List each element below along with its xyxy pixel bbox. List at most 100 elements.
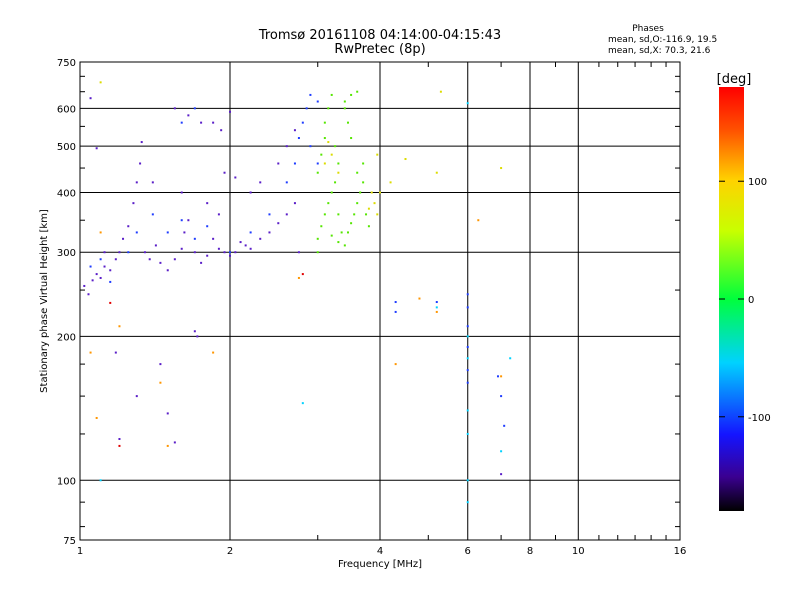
plot-frame — [79, 61, 681, 541]
scatter-point — [159, 381, 162, 384]
scatter-point — [293, 202, 296, 205]
scatter-point — [187, 114, 190, 117]
scatter-point — [132, 202, 135, 205]
scatter-point — [268, 231, 271, 234]
scatter-point — [337, 171, 340, 174]
scatter-point — [466, 102, 469, 105]
scatter-point — [151, 213, 154, 216]
scatter-point — [356, 202, 359, 205]
scatter-point — [346, 231, 349, 234]
scatter-point — [394, 363, 397, 366]
scatter-point — [212, 351, 215, 354]
scatter-point — [466, 432, 469, 435]
scatter-point — [122, 237, 125, 240]
scatter-point — [229, 251, 231, 254]
scatter-point — [148, 258, 151, 261]
y-tick-label: 600 — [57, 104, 76, 115]
scatter-point — [249, 231, 252, 234]
scatter-point — [285, 213, 288, 216]
scatter-point — [297, 137, 300, 140]
scatter-point — [259, 237, 262, 240]
scatter-point — [330, 93, 333, 96]
scatter-point — [327, 141, 330, 144]
scatter-point — [389, 181, 392, 184]
scatter-point — [293, 129, 296, 132]
scatter-point — [337, 241, 340, 244]
stats-title: Phases — [632, 24, 664, 34]
scatter-point — [180, 121, 183, 124]
scatter-point — [500, 395, 503, 398]
scatter-point — [500, 375, 503, 378]
x-tick-label: 10 — [572, 546, 585, 557]
scatter-point — [109, 269, 112, 272]
scatter-point — [305, 107, 308, 110]
scatter-point — [173, 258, 176, 261]
scatter-point — [327, 107, 330, 110]
scatter-point — [496, 375, 499, 378]
scatter-point — [249, 247, 252, 250]
scatter-point — [118, 437, 121, 440]
scatter-point — [166, 412, 169, 415]
scatter-point — [362, 162, 365, 165]
scatter-point — [500, 473, 503, 476]
scatter-point — [404, 158, 407, 161]
scatter-point — [323, 213, 326, 216]
y-tick-label: 100 — [57, 476, 76, 487]
scatter-point — [173, 107, 176, 110]
scatter-point — [301, 121, 304, 124]
scatter-point — [193, 107, 196, 110]
scatter-point — [103, 265, 106, 268]
scatter-point — [239, 241, 242, 244]
stats-o-mode: mean, sd,O:-116.9, 19.5 — [608, 35, 717, 45]
scatter-point — [466, 369, 469, 372]
scatter-series-6 — [109, 273, 304, 447]
scatter-point — [193, 237, 196, 240]
scatter-point — [91, 279, 94, 282]
scatter-point — [180, 247, 183, 250]
scatter-point — [477, 219, 480, 222]
colorbar-ticks: 100 0 -100 — [719, 177, 771, 424]
scatter-point — [114, 351, 117, 354]
scatter-point — [180, 191, 183, 194]
scatter-point — [466, 479, 469, 482]
colorbar-label: [deg] — [717, 72, 752, 87]
scatter-point — [509, 357, 512, 360]
scatter-point — [223, 171, 226, 174]
scatter-point — [435, 171, 438, 174]
y-tick-label: 750 — [57, 58, 76, 69]
scatter-point — [135, 395, 138, 398]
scatter-point — [285, 145, 288, 148]
scatter-point — [316, 100, 319, 103]
scatter-point — [435, 301, 438, 304]
colorbar-tick-label: 0 — [748, 295, 754, 306]
scatter-point — [83, 284, 86, 287]
scatter-point — [316, 251, 319, 254]
scatter-series-2 — [99, 102, 512, 504]
x-tick-label: 16 — [674, 546, 687, 557]
scatter-point — [234, 176, 237, 179]
scatter-point — [350, 93, 353, 96]
scatter-point — [439, 90, 442, 93]
scatter-point — [359, 191, 362, 194]
scatter-point — [297, 276, 300, 279]
scatter-point — [466, 501, 469, 504]
scatter-point — [323, 121, 326, 124]
scatter-point — [140, 141, 143, 144]
scatter-point — [418, 297, 421, 300]
scatter-point — [343, 107, 346, 110]
scatter-point — [293, 162, 296, 165]
scatter-point — [166, 444, 169, 447]
scatter-point — [330, 153, 333, 156]
scatter-point — [356, 171, 359, 174]
scatter-point — [466, 335, 469, 338]
scatter-point — [337, 213, 340, 216]
scatter-point — [95, 273, 98, 276]
scatter-point — [196, 335, 199, 338]
scatter-point — [99, 81, 102, 84]
scatter-point — [376, 153, 379, 156]
scatter-point — [166, 269, 169, 272]
scatter-point — [154, 244, 157, 247]
scatter-point — [353, 213, 356, 216]
scatter-point — [151, 181, 154, 184]
scatter-point — [109, 301, 112, 304]
